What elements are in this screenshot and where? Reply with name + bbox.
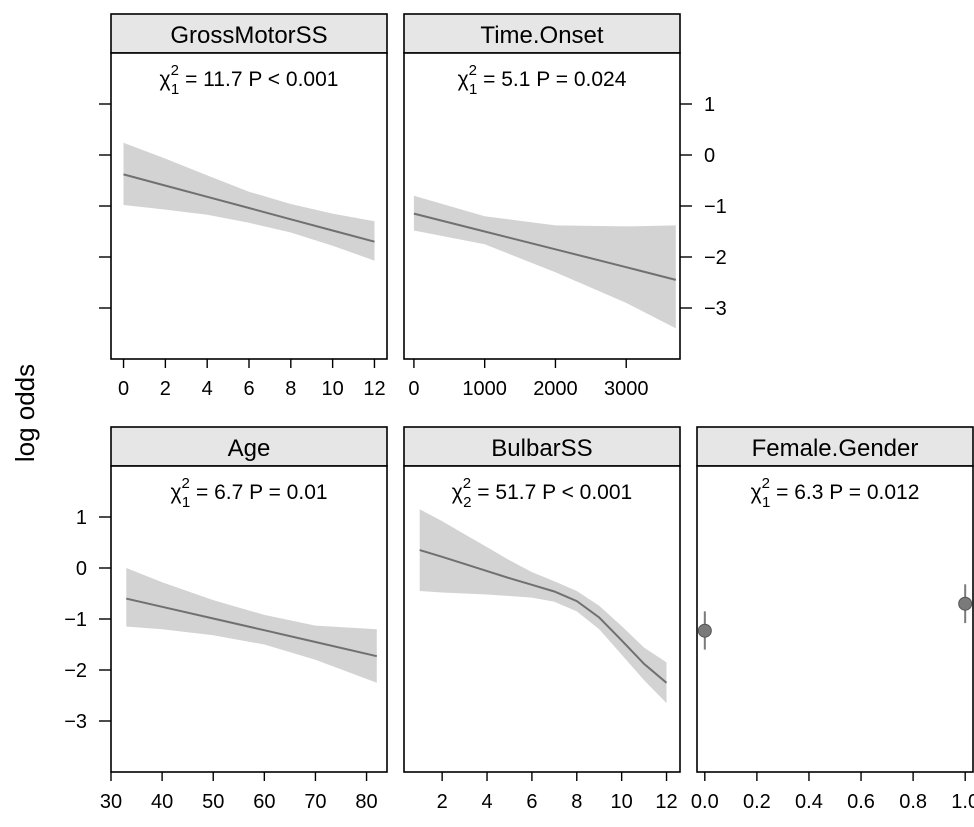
x-tick-label: 10 <box>322 378 344 400</box>
strip-label: Age <box>228 435 271 462</box>
x-tick-label: 1000 <box>462 378 507 400</box>
x-tick-label: 0.2 <box>743 791 771 813</box>
series-line <box>413 212 677 281</box>
y-tick-label: −3 <box>704 298 727 320</box>
plot-frame <box>403 465 681 773</box>
x-tick-label: 12 <box>363 378 385 400</box>
confidence-band <box>413 195 676 329</box>
strip-label: GrossMotorSS <box>170 22 327 49</box>
x-tick-label: 70 <box>304 791 326 813</box>
plot-area <box>126 568 378 683</box>
y-tick-label: 0 <box>76 558 87 580</box>
x-tick-label: 0.4 <box>795 791 823 813</box>
strip-label: Female.Gender <box>752 435 919 462</box>
y-tick-label: 0 <box>704 145 715 167</box>
x-tick-label: 12 <box>655 791 677 813</box>
x-tick-label: 0.0 <box>691 791 719 813</box>
strip-label: BulbarSS <box>491 435 592 462</box>
stat-label: χ2 1 = 6.7 P = 0.01 <box>170 475 327 511</box>
x-tick-label: 2000 <box>533 378 578 400</box>
stat-label: χ2 1 = 6.3 P = 0.012 <box>751 475 920 511</box>
plot-frame <box>403 52 681 360</box>
strip-box <box>696 426 974 467</box>
confidence-band <box>123 142 375 261</box>
stat-label: χ2 1 = 5.1 P = 0.024 <box>458 62 627 98</box>
x-tick-label: 3000 <box>604 378 649 400</box>
plot-frame <box>696 465 974 773</box>
x-tick-label: 80 <box>355 791 377 813</box>
x-tick-label: 30 <box>100 791 122 813</box>
x-tick-label: 0.8 <box>899 791 927 813</box>
x-tick-label: 0.6 <box>847 791 875 813</box>
x-tick-label: 8 <box>571 791 582 813</box>
strip-box <box>110 13 388 54</box>
strip-label: Time.Onset <box>480 22 603 49</box>
x-tick-label: 0 <box>408 378 419 400</box>
y-tick-label: −2 <box>64 660 87 682</box>
x-tick-label: 2 <box>160 378 171 400</box>
stat-label: χ2 2 = 51.7 P < 0.001 <box>452 475 632 511</box>
plot-area <box>419 509 668 704</box>
panel-grossmotorss: GrossMotorSS χ2 1 = 11.7 P < 0.001 0 2 4 6 8 10 1… <box>99 13 388 400</box>
confidence-band <box>126 568 377 683</box>
y-tick-label: −2 <box>704 247 727 269</box>
series-line <box>126 597 378 658</box>
data-point <box>697 623 712 638</box>
x-tick-label: 10 <box>611 791 633 813</box>
x-tick-label: 4 <box>202 378 213 400</box>
x-tick-label: 0 <box>118 378 129 400</box>
stat-label: χ2 1 = 11.7 P < 0.001 <box>160 62 339 98</box>
x-tick-label: 6 <box>526 791 537 813</box>
series-line <box>419 549 668 684</box>
y-tick-label: 1 <box>76 507 87 529</box>
x-tick-label: 1.0 <box>951 791 974 813</box>
x-tick-label: 50 <box>202 791 224 813</box>
confidence-band <box>419 509 667 704</box>
panel-age: Age χ2 1 = 6.7 P = 0.01 30 40 50 60 70 80 −3 −2 −1 0… <box>64 426 388 813</box>
strip-box <box>403 426 681 467</box>
y-axis-label: log odds <box>10 364 40 462</box>
x-tick-label: 6 <box>243 378 254 400</box>
x-tick-label: 8 <box>285 378 296 400</box>
panel-female-gender: Female.Gender χ2 1 = 6.3 P = 0.012 0.0 0.2 0.… <box>691 426 974 813</box>
y-tick-label: −3 <box>64 711 87 733</box>
panel-time-onset: Time.Onset χ2 1 = 5.1 P = 0.024 0 1000 2000 30… <box>403 13 727 400</box>
plot-area <box>123 142 375 261</box>
y-tick-label: −1 <box>64 609 87 631</box>
y-tick-label: −1 <box>704 196 727 218</box>
x-tick-label: 4 <box>481 791 492 813</box>
strip-box <box>403 13 681 54</box>
data-point <box>958 596 973 611</box>
plot-area <box>413 195 677 329</box>
plot-area <box>697 584 973 650</box>
y-tick-label: 1 <box>704 94 715 116</box>
series-line <box>123 173 375 243</box>
x-tick-label: 40 <box>151 791 173 813</box>
panel-bulbarss: BulbarSS χ2 2 = 51.7 P < 0.001 2 4 6 8 10 12 <box>403 426 681 813</box>
x-tick-label: 60 <box>253 791 275 813</box>
x-tick-label: 2 <box>437 791 448 813</box>
